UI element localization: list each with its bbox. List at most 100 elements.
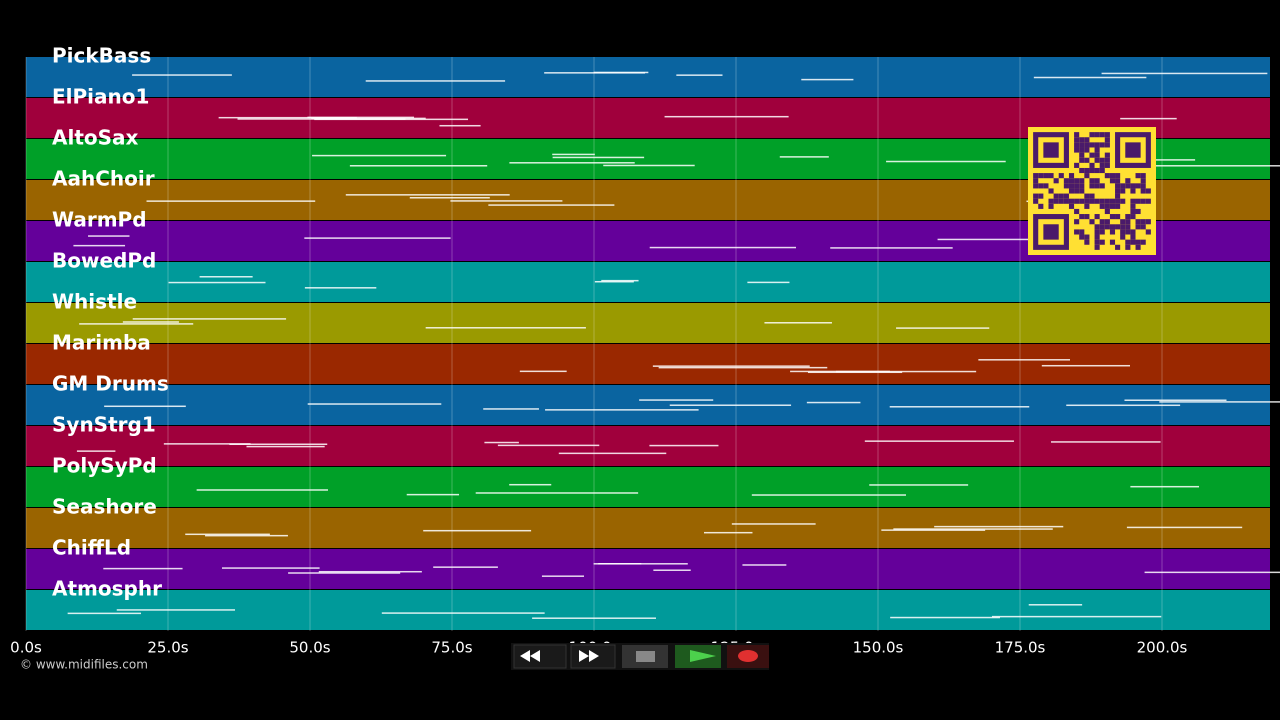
qr-cell: [1104, 137, 1110, 143]
qr-cell: [1115, 203, 1121, 209]
note-run: [423, 529, 532, 532]
note-run: [764, 322, 832, 324]
qr-cell: [1074, 142, 1080, 148]
qr-cell: [1068, 183, 1075, 189]
qr-cell: [1074, 137, 1080, 143]
qr-cell: [1084, 239, 1090, 245]
note-run: [163, 443, 251, 445]
note-run: [67, 612, 142, 615]
note-run: [779, 156, 829, 158]
qr-cell: [1053, 178, 1059, 184]
qr-cell: [1125, 178, 1131, 184]
play-icon: [690, 650, 716, 662]
record-button[interactable]: [727, 645, 769, 668]
qr-cell: [1115, 183, 1121, 189]
note-run: [519, 370, 567, 373]
qr-cell: [1140, 183, 1146, 189]
qr-cell: [1084, 193, 1090, 199]
note-run: [312, 154, 447, 157]
note-run: [484, 441, 519, 444]
qr-cell: [1104, 162, 1110, 168]
note-run: [146, 200, 316, 202]
qr-cell: [1079, 214, 1085, 220]
qr-cell: [1115, 244, 1121, 250]
qr-cell: [1048, 198, 1054, 204]
note-run: [649, 246, 797, 249]
note-run: [218, 116, 357, 119]
track-name: ChiffLd: [52, 536, 131, 560]
note-run: [881, 529, 986, 531]
qr-cell: [1063, 198, 1069, 204]
qr-cell: [1130, 239, 1136, 245]
note-run: [509, 162, 635, 164]
qr-cell: [1099, 198, 1105, 204]
qr-cell: [1084, 137, 1090, 143]
qr-cell: [1094, 244, 1100, 250]
qr-cell: [1130, 214, 1136, 220]
qr-finder: [1043, 142, 1059, 158]
qr-cell: [1089, 193, 1095, 199]
qr-cell: [1130, 234, 1136, 240]
note-run: [79, 323, 194, 325]
note-run: [88, 235, 130, 237]
note-run: [345, 194, 510, 196]
qr-cell: [1099, 219, 1105, 225]
qr-cell: [1130, 208, 1136, 215]
qr-cell: [1074, 147, 1080, 153]
note-run: [425, 327, 586, 329]
note-run: [73, 244, 126, 247]
note-run: [649, 444, 719, 447]
track-name: Whistle: [52, 290, 137, 314]
qr-cell: [1140, 219, 1146, 225]
note-run: [509, 483, 552, 486]
track-name: PickBass: [52, 44, 151, 68]
note-run: [934, 525, 1064, 528]
qr-cell: [1135, 173, 1141, 179]
note-run: [246, 445, 325, 448]
note-run: [1033, 76, 1147, 79]
rewind-button[interactable]: [513, 644, 567, 669]
note-run: [168, 281, 266, 284]
note-run: [801, 78, 854, 81]
note-run: [806, 401, 861, 404]
note-run: [869, 484, 969, 486]
note-run: [541, 575, 585, 577]
qr-cell: [1120, 234, 1126, 240]
stop-button[interactable]: [622, 645, 668, 668]
note-run: [676, 74, 723, 76]
note-run: [497, 444, 600, 447]
note-run: [229, 443, 328, 446]
qr-cell: [1115, 198, 1121, 204]
qr-cell: [1074, 132, 1080, 138]
track-name: PolySyPd: [52, 454, 157, 478]
track-name: AahChoir: [52, 167, 155, 191]
qr-cell: [1104, 219, 1110, 225]
stop-icon: [636, 651, 655, 662]
qr-cell: [1109, 198, 1116, 204]
note-run: [122, 321, 179, 323]
track-lane: [26, 344, 1270, 384]
qr-cell: [1079, 178, 1085, 184]
note-run: [349, 165, 488, 167]
qr-cell: [1109, 214, 1116, 220]
qr-cell: [1109, 224, 1116, 230]
qr-cell: [1074, 188, 1080, 194]
qr-cell: [1089, 132, 1095, 138]
qr-cell: [1068, 188, 1075, 194]
qr-cell: [1135, 198, 1141, 204]
note-run: [1066, 404, 1181, 407]
fast-forward-button[interactable]: [570, 644, 616, 669]
qr-cell: [1033, 193, 1039, 199]
fast-forward-icon: [579, 650, 599, 662]
qr-cell: [1125, 183, 1131, 189]
track-lane: [26, 549, 1270, 589]
note-run: [475, 492, 639, 494]
note-run: [439, 124, 481, 127]
note-run: [409, 197, 490, 199]
note-run: [450, 200, 563, 202]
qr-cell: [1084, 203, 1090, 209]
qr-cell: [1140, 173, 1146, 179]
play-button[interactable]: [675, 645, 721, 668]
qr-cell: [1074, 183, 1080, 189]
track-name: BowedPd: [52, 249, 156, 273]
